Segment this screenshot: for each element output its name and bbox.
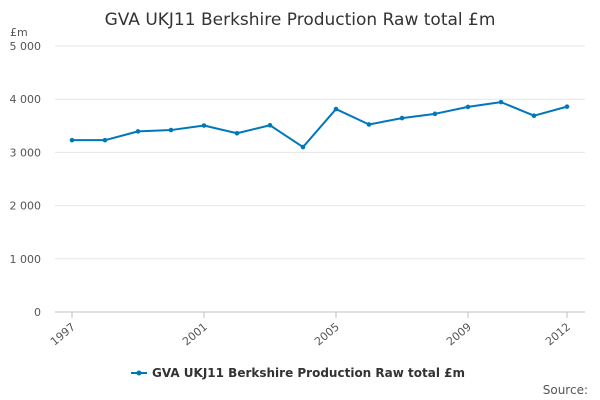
x-axis-ticks: 1997 2001 2005 2009 2012 [48,312,573,348]
data-point[interactable] [333,106,339,112]
data-point[interactable] [564,104,570,109]
y-axis-ticks: 0 1 000 2 000 3 000 4 000 5 000 [10,40,42,319]
series-line [72,101,568,149]
data-point[interactable] [234,130,240,136]
data-point[interactable] [399,115,405,121]
series-layer [69,99,570,150]
source-label: Source: [543,383,588,397]
y-unit-label: £m [10,26,28,39]
data-point[interactable] [300,144,306,150]
legend-swatch-marker [136,370,142,376]
y-tick-label: 0 [34,306,41,319]
legend[interactable]: GVA UKJ11 Berkshire Production Raw total… [131,366,465,380]
data-point[interactable] [432,111,438,117]
x-tick-label: 2005 [312,320,342,348]
y-tick-label: 4 000 [10,93,42,106]
data-point[interactable] [465,104,471,110]
data-point[interactable] [69,137,75,143]
chart-title: GVA UKJ11 Berkshire Production Raw total… [105,10,496,30]
data-point[interactable] [201,123,207,128]
gridlines [55,45,585,313]
y-tick-label: 5 000 [10,40,42,53]
y-tick-label: 3 000 [10,146,42,159]
x-tick-label: 1997 [48,320,78,348]
data-point[interactable] [498,99,504,105]
data-point[interactable] [102,137,108,143]
x-tick-label: 2012 [543,320,573,348]
data-point[interactable] [531,113,537,118]
y-tick-label: 2 000 [10,200,42,213]
data-point[interactable] [168,127,174,133]
data-point[interactable] [267,122,273,128]
y-tick-label: 1 000 [10,253,42,266]
x-tick-label: 2001 [180,320,210,348]
data-point[interactable] [366,122,372,127]
x-tick-label: 2009 [444,320,474,348]
data-point[interactable] [135,129,141,134]
legend-label: GVA UKJ11 Berkshire Production Raw total… [152,366,465,380]
